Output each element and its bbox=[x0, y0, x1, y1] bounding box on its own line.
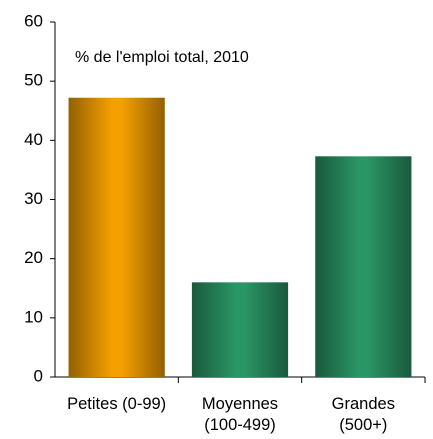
y-tick-label: 10 bbox=[24, 307, 43, 326]
annotation: % de l'emploi total, 2010 bbox=[75, 49, 249, 66]
bar bbox=[191, 282, 289, 377]
bar bbox=[315, 156, 412, 377]
y-tick-label: 50 bbox=[24, 71, 43, 90]
y-tick-label: 40 bbox=[24, 130, 43, 149]
y-tick-label: 0 bbox=[34, 366, 43, 385]
bar bbox=[68, 97, 165, 377]
y-tick-label: 30 bbox=[24, 189, 43, 208]
x-tick-label: Grandes (500+) bbox=[331, 395, 395, 434]
y-tick-label: 60 bbox=[24, 11, 43, 30]
y-tick-label: 20 bbox=[24, 248, 43, 267]
x-tick-label: Petites (0-99) bbox=[67, 395, 167, 413]
x-tick-label: Moyennes (100-499) bbox=[201, 395, 279, 434]
